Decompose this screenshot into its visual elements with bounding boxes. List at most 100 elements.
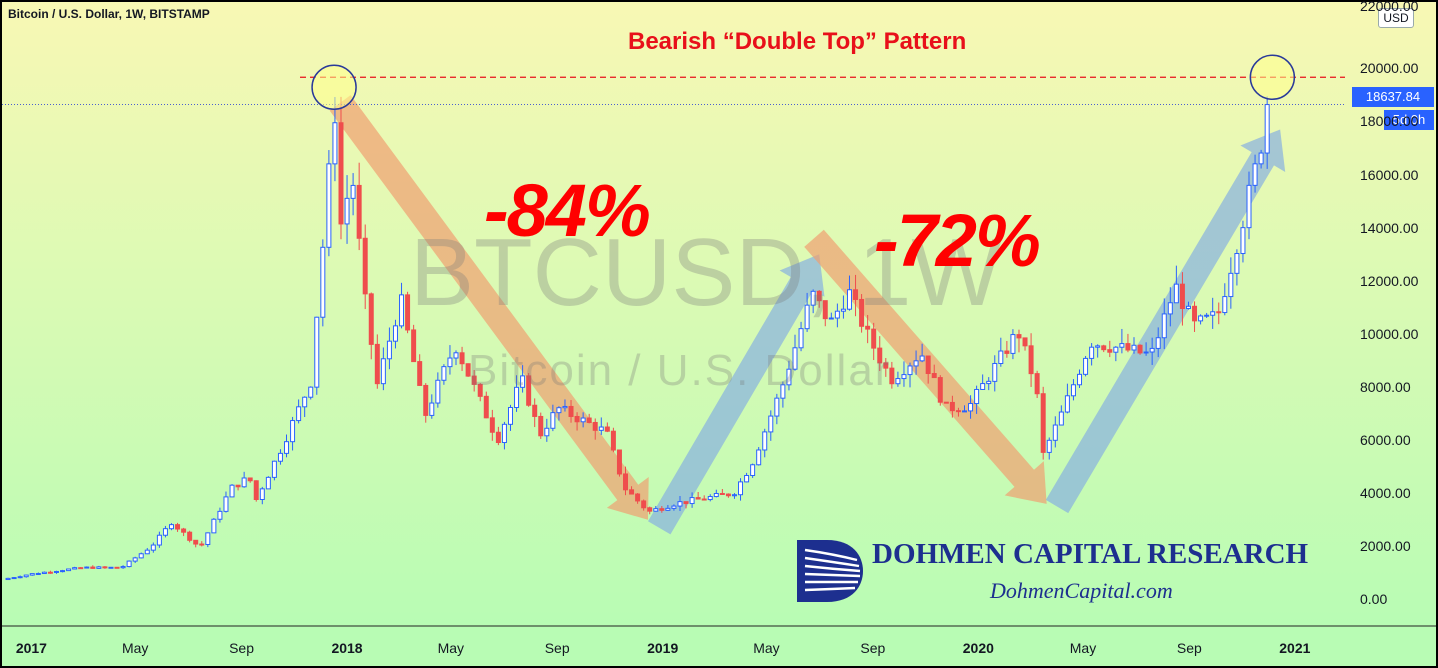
candle-body	[544, 427, 550, 437]
watermark-description: Bitcoin / U.S. Dollar	[468, 346, 892, 395]
candle-body	[1028, 345, 1034, 375]
candle-body	[598, 426, 604, 431]
candle-body	[1192, 305, 1198, 322]
candle-body	[641, 500, 647, 509]
candle-body	[992, 363, 998, 382]
candle-body	[1034, 373, 1040, 395]
candle-body	[1040, 393, 1046, 453]
candle-body	[162, 528, 168, 536]
candle-body	[901, 374, 907, 380]
candle-body	[223, 496, 229, 512]
candle-body	[1058, 411, 1064, 426]
candle-body	[877, 347, 883, 364]
time-axis-background	[2, 626, 1436, 666]
price-tick-label: 4000.00	[1360, 485, 1411, 502]
candle-body	[665, 507, 671, 511]
candle-body	[453, 352, 459, 359]
candle-body	[405, 294, 411, 331]
candle-body	[132, 557, 138, 562]
candle-body	[447, 357, 453, 368]
candle-body	[859, 298, 865, 327]
price-tick-label: 6000.00	[1360, 432, 1411, 449]
candle-body	[247, 477, 253, 482]
candle-body	[471, 375, 477, 385]
candle-body	[1216, 311, 1222, 314]
candle-body	[23, 574, 29, 578]
candle-body	[320, 246, 326, 318]
candle-body	[423, 384, 429, 416]
candle-body	[326, 163, 332, 248]
candle-body	[937, 377, 943, 403]
candle-body	[314, 316, 320, 388]
brand-website[interactable]: DohmenCapital.com	[990, 578, 1173, 603]
candle-body	[986, 380, 992, 385]
candle-body	[671, 505, 677, 509]
candle-body	[47, 571, 53, 574]
currency-button[interactable]: USD	[1378, 8, 1414, 28]
candle-body	[495, 431, 501, 444]
candle-body	[1204, 314, 1210, 317]
candle-body	[308, 386, 314, 398]
candle-body	[1089, 346, 1095, 359]
candle-body	[798, 328, 804, 349]
candle-body	[731, 494, 737, 497]
candle-body	[483, 395, 489, 419]
candle-body	[41, 571, 47, 575]
candle-body	[701, 498, 707, 501]
candle-body	[235, 484, 241, 488]
price-tick-label: 12000.00	[1360, 272, 1419, 289]
symbol-label: Bitcoin / U.S. Dollar, 1W, BITSTAMP	[8, 7, 210, 21]
time-tick-label: Sep	[544, 640, 570, 656]
brand-name: DOHMEN CAPITAL RESEARCH	[872, 538, 1309, 570]
candle-body	[998, 350, 1004, 365]
candle-body	[580, 417, 586, 423]
candle-body	[1173, 283, 1179, 304]
candle-body	[211, 518, 217, 534]
candle-body	[907, 365, 913, 376]
candle-body	[840, 308, 846, 312]
candle-body	[865, 325, 871, 330]
candle-body	[5, 577, 11, 581]
candle-body	[574, 415, 580, 423]
candle-body	[514, 386, 520, 409]
candle-body	[629, 489, 635, 495]
candle-body	[974, 388, 980, 405]
candle-body	[1083, 357, 1089, 375]
candle-body	[217, 510, 223, 520]
candle-body	[786, 368, 792, 386]
candle-body	[834, 310, 840, 319]
candle-body	[846, 289, 852, 310]
price-tick-label: 8000.00	[1360, 379, 1411, 396]
pattern-title: Bearish “Double Top” Pattern	[628, 28, 967, 55]
candle-body	[72, 567, 78, 570]
candle-body	[538, 415, 544, 437]
candle-body	[1095, 345, 1101, 348]
candle-body	[1252, 163, 1258, 186]
candle-body	[1234, 253, 1240, 274]
candle-body	[610, 430, 616, 451]
watermark-symbol: BTCUSD, 1W	[410, 219, 1003, 326]
candle-body	[1113, 346, 1119, 353]
candle-body	[229, 484, 235, 498]
candle-body	[1198, 315, 1204, 322]
candle-body	[719, 492, 725, 495]
candle-body	[411, 329, 417, 363]
candle-body	[931, 373, 937, 379]
candle-body	[429, 402, 435, 416]
candle-body	[1222, 296, 1228, 314]
candle-body	[1167, 302, 1173, 315]
candle-body	[156, 534, 162, 546]
candle-body	[1258, 152, 1264, 165]
price-tick-label: 22000.00	[1360, 0, 1419, 14]
candle-body	[302, 396, 308, 408]
candle-body	[290, 420, 296, 443]
candle-body	[713, 492, 719, 498]
candle-body	[374, 343, 380, 385]
candle-body	[35, 573, 41, 576]
candle-body	[489, 417, 495, 433]
candle-body	[1101, 345, 1107, 351]
candle-body	[1155, 337, 1161, 349]
dohmen-logo-icon	[797, 540, 863, 602]
candle-body	[853, 289, 859, 300]
